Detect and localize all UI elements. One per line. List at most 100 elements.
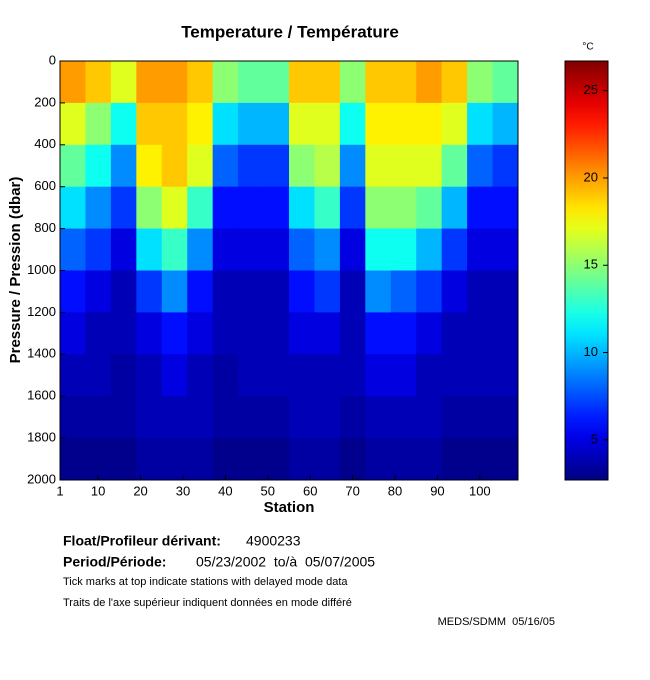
heatmap-cell (339, 438, 366, 481)
colorbar-tick-label: 15 (584, 257, 598, 272)
heatmap-cell (238, 270, 265, 313)
heatmap-cell (339, 354, 366, 397)
heatmap-cell (110, 312, 137, 355)
y-axis-label: Pressure / Pression (dbar) (7, 177, 24, 364)
heatmap-cell (390, 186, 417, 230)
heatmap-cell (467, 61, 494, 104)
heatmap-cell (492, 186, 519, 230)
heatmap-cell (390, 312, 417, 355)
heatmap-cell (365, 270, 392, 313)
heatmap-cell (136, 354, 163, 397)
heatmap-cell (492, 270, 519, 313)
colorbar-tick-label: 20 (584, 169, 598, 184)
heatmap-cell (289, 102, 315, 146)
heatmap-cell (263, 102, 290, 146)
heatmap-cell (212, 102, 239, 146)
heatmap-cell (60, 61, 86, 104)
x-tick-label: 10 (91, 483, 105, 498)
colorbar (564, 60, 609, 481)
heatmap-cell (85, 61, 112, 104)
heatmap-cell (263, 61, 290, 104)
heatmap-cell (161, 354, 188, 397)
heatmap-cell (441, 354, 468, 397)
heatmap-cell (110, 186, 137, 230)
heatmap-cell (238, 102, 265, 146)
heatmap-cell (416, 144, 443, 188)
float-id: 4900233 (246, 533, 301, 549)
heatmap-cell (187, 228, 214, 271)
heatmap-cell (365, 228, 392, 271)
heatmap-cell (467, 354, 494, 397)
period: 05/23/2002 to/à 05/07/2005 (196, 554, 375, 570)
heatmap-cell (161, 61, 188, 104)
heatmap-cell (339, 396, 366, 439)
heatmap-cell (85, 228, 112, 271)
y-tick-label: 0 (49, 52, 56, 67)
heatmap-cell (314, 270, 341, 313)
heatmap-cell (187, 312, 214, 355)
heatmap-cell (60, 270, 86, 313)
heatmap-cell (467, 102, 494, 146)
x-tick-label: 50 (261, 483, 275, 498)
heatmap-cell (85, 186, 112, 230)
heatmap-cell (263, 354, 290, 397)
heatmap-cell (212, 396, 239, 439)
heatmap-cell (110, 61, 137, 104)
heatmap-cell (212, 354, 239, 397)
heatmap-cell (110, 144, 137, 188)
period-label: Period/Période: (63, 554, 166, 570)
heatmap-cell (136, 144, 163, 188)
heatmap-cell (289, 186, 315, 230)
heatmap-cell (441, 396, 468, 439)
heatmap-cell (110, 270, 137, 313)
heatmap-cell (161, 186, 188, 230)
heatmap-cell (339, 186, 366, 230)
heatmap-cell (289, 396, 315, 439)
heatmap-cell (467, 270, 494, 313)
x-tick-label: 1 (56, 483, 63, 498)
heatmap-cell (136, 186, 163, 230)
heatmap-cell (238, 312, 265, 355)
heatmap-cell (238, 396, 265, 439)
heatmap-cell (85, 396, 112, 439)
heatmap-cell (60, 312, 86, 355)
heatmap-cell (263, 186, 290, 230)
heatmap-cell (289, 61, 315, 104)
heatmap-cell (212, 228, 239, 271)
heatmap-cell (492, 312, 519, 355)
heatmap-cell (365, 396, 392, 439)
note-fr: Traits de l'axe supérieur indiquent donn… (63, 597, 352, 609)
heatmap-cell (60, 228, 86, 271)
heatmap-cell (238, 354, 265, 397)
heatmap-cell (238, 228, 265, 271)
heatmap-cell (441, 312, 468, 355)
heatmap-cell (238, 61, 265, 104)
heatmap-cell (365, 312, 392, 355)
heatmap-cell (339, 61, 366, 104)
heatmap-cell (314, 61, 341, 104)
x-tick-label: 20 (133, 483, 147, 498)
heatmap-cell (60, 354, 86, 397)
heatmap-cell (161, 270, 188, 313)
heatmap-cell (161, 102, 188, 146)
heatmap-cell (314, 312, 341, 355)
heatmap-cell (467, 228, 494, 271)
heatmap-cell (161, 228, 188, 271)
heatmap-cell (314, 396, 341, 439)
heatmap-cell (416, 312, 443, 355)
heatmap-cell (390, 228, 417, 271)
y-tick-label: 1200 (27, 304, 56, 319)
heatmap-cell (263, 144, 290, 188)
y-tick-label: 200 (34, 94, 56, 109)
credit: MEDS/SDMM 05/16/05 (438, 616, 555, 628)
chart-title: Temperature / Température (181, 22, 399, 41)
y-tick-label: 400 (34, 136, 56, 151)
heatmap-cell (441, 186, 468, 230)
heatmap-cell (85, 102, 112, 146)
heatmap-cell (85, 270, 112, 313)
heatmap-cell (263, 438, 290, 481)
y-tick-label: 1600 (27, 388, 56, 403)
heatmap-cell (314, 102, 341, 146)
heatmap-cell (187, 354, 214, 397)
